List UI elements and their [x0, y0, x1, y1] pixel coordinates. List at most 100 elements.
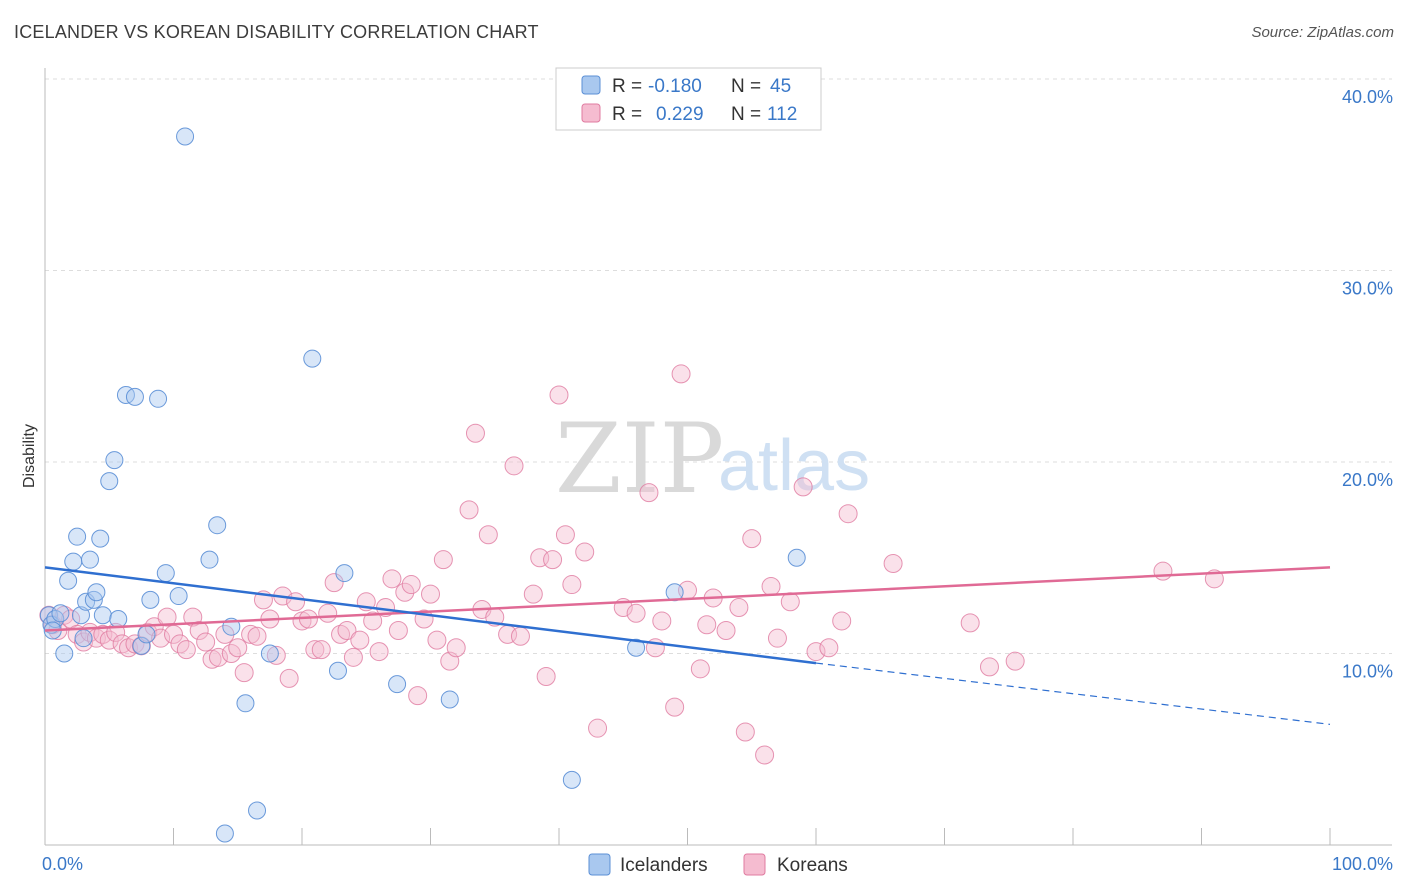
korean-point-106: [883, 553, 903, 573]
icelander-point-21: [137, 625, 156, 644]
watermark: ZIP atlas: [555, 403, 870, 515]
korean-point-56: [395, 582, 415, 602]
icelander-point-34: [303, 349, 322, 368]
y-axis-label: Disability: [21, 424, 38, 488]
korean-point-47: [337, 621, 357, 641]
x-tick-label-min: 0.0%: [42, 854, 83, 874]
korean-point-65: [459, 500, 479, 520]
korean-point-27: [208, 647, 228, 667]
korean-point-72: [510, 626, 530, 646]
icelander-point-7: [68, 527, 87, 546]
icelander-point-8: [71, 606, 90, 625]
korean-point-58: [408, 686, 428, 706]
korean-point-25: [196, 632, 216, 652]
korean-point-64: [446, 638, 466, 658]
icelander-point-31: [236, 694, 255, 713]
korean-point-94: [729, 598, 749, 618]
legend-r-label-2: R =: [612, 104, 642, 125]
korean-point-18: [151, 628, 171, 648]
legend-swatch-koreans: [581, 103, 601, 123]
icelander-point-42: [787, 548, 806, 567]
korean-point-44: [318, 603, 338, 623]
legend-n-value-1: 45: [770, 76, 791, 97]
grid: [45, 78, 1392, 654]
korean-point-49: [350, 630, 370, 650]
bottom-legend-swatch-koreans: [743, 853, 766, 876]
icelander-point-44: [74, 629, 93, 648]
korean-point-48: [343, 647, 363, 667]
y-tick-label-10: 10.0%: [1342, 662, 1393, 682]
trend-lines: [44, 566, 1331, 725]
korean-point-78: [555, 525, 575, 545]
legend-r-label-1: R =: [612, 76, 642, 97]
korean-point-93: [716, 621, 736, 641]
korean-point-55: [388, 621, 408, 641]
korean-point-101: [793, 477, 813, 497]
korean-point-51: [363, 611, 383, 631]
korean-point-90: [690, 659, 710, 679]
y-tick-label-20: 20.0%: [1342, 470, 1393, 490]
korean-point-32: [241, 624, 261, 644]
korean-point-97: [755, 745, 775, 765]
icelander-point-5: [59, 571, 78, 590]
korean-point-73: [523, 584, 543, 604]
korean-point-98: [761, 576, 781, 596]
y-tick-label-30: 30.0%: [1342, 279, 1393, 299]
korean-point-26: [202, 649, 222, 669]
x-tick-label-max: 100.0%: [1332, 854, 1393, 874]
chart-title: ICELANDER VS KOREAN DISABILITY CORRELATI…: [14, 22, 539, 42]
korean-point-77: [549, 385, 569, 405]
korean-point-91: [697, 615, 717, 635]
icelander-point-20: [132, 636, 151, 655]
icelander-point-24: [156, 564, 175, 583]
korean-point-36: [266, 645, 286, 665]
icelander-point-29: [215, 824, 234, 843]
icelander-point-12: [87, 583, 106, 602]
korean-point-52: [369, 642, 389, 662]
koreans-trend-line: [44, 566, 1331, 632]
icelander-point-28: [208, 516, 227, 535]
korean-point-100: [780, 592, 800, 612]
icelanders-trend-extension: [815, 662, 1331, 725]
y-tick-label-40: 40.0%: [1342, 87, 1393, 107]
legend-r-value-1: -0.180: [648, 76, 702, 97]
bottom-legend-koreans: Koreans: [777, 855, 848, 876]
korean-point-105: [838, 504, 858, 524]
korean-point-95: [735, 722, 755, 742]
icelander-point-10: [80, 550, 99, 569]
korean-point-88: [671, 364, 691, 384]
korean-point-38: [279, 668, 299, 688]
korean-point-107: [960, 613, 980, 633]
legend-swatch-icelanders: [581, 75, 601, 95]
korean-point-103: [819, 638, 839, 658]
korean-point-68: [478, 525, 498, 545]
icelander-point-36: [335, 564, 354, 583]
icelander-point-35: [328, 661, 347, 680]
korean-point-71: [504, 456, 524, 476]
icelander-point-22: [141, 590, 160, 609]
korean-point-81: [588, 718, 608, 738]
icelander-point-17: [109, 610, 128, 629]
korean-point-108: [979, 657, 999, 677]
bottom-legend-icelanders: Icelanders: [620, 855, 708, 876]
legend: R = -0.180 N = 45 R = 0.229 N = 112: [555, 67, 822, 131]
korean-point-10: [99, 630, 119, 650]
korean-point-84: [639, 483, 659, 503]
icelander-point-25: [169, 587, 188, 606]
korean-point-62: [433, 550, 453, 570]
icelander-point-26: [176, 127, 195, 146]
korean-point-76: [543, 550, 563, 570]
korean-point-24: [189, 621, 209, 641]
korean-point-31: [234, 663, 254, 683]
korean-point-99: [767, 628, 787, 648]
korean-point-54: [382, 569, 402, 589]
icelander-point-33: [260, 644, 279, 663]
legend-n-value-2: 112: [767, 104, 797, 125]
icelander-point-4: [51, 604, 70, 623]
icelander-point-16: [105, 451, 124, 470]
icelander-point-27: [200, 550, 219, 569]
korean-point-22: [176, 640, 196, 660]
y-tick-labels: 10.0% 20.0% 30.0% 40.0%: [1342, 87, 1393, 682]
korean-point-19: [157, 607, 177, 627]
